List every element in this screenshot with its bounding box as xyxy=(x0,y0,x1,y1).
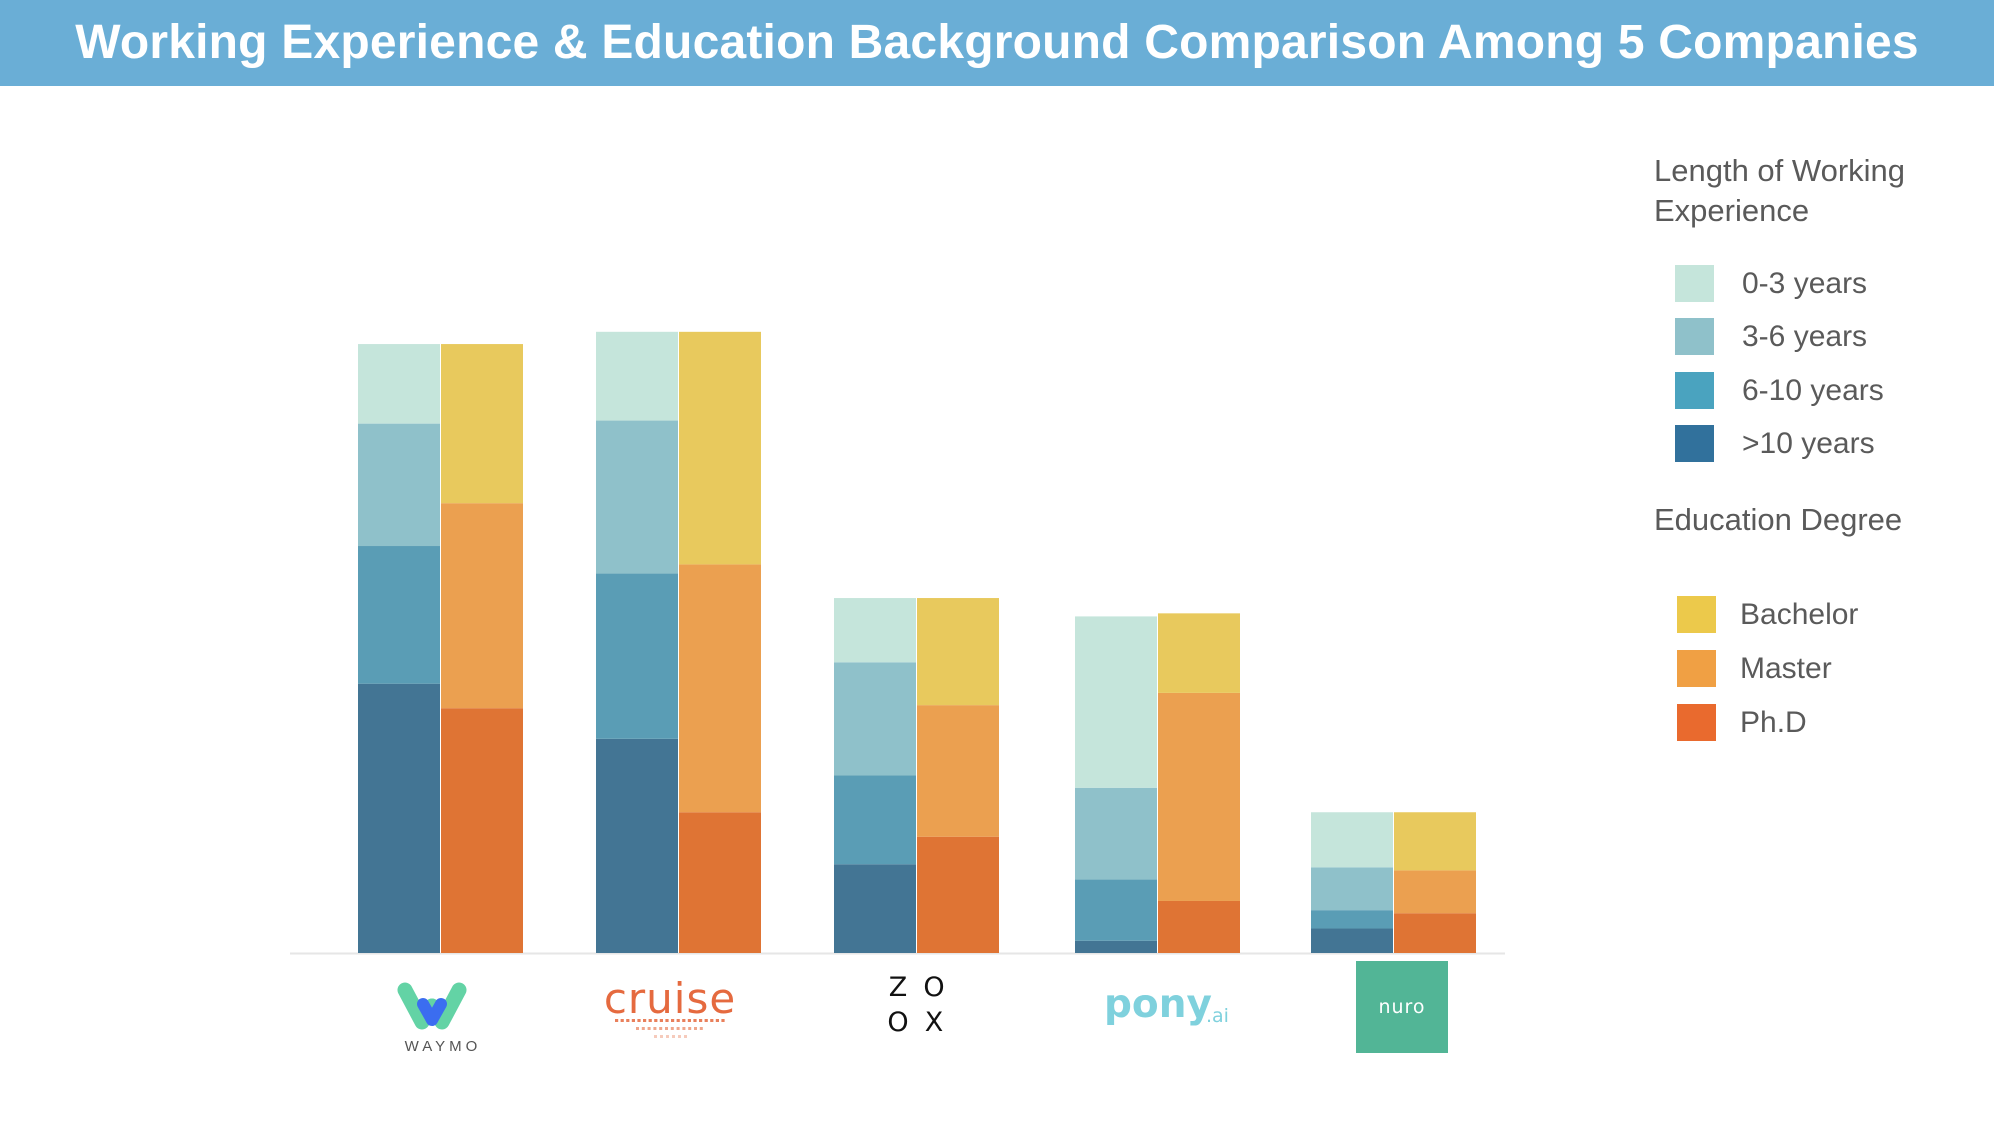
legend-label-gt-10-years: >10 years xyxy=(1742,427,1875,460)
bar-pony-ai-ph-d xyxy=(1158,900,1240,953)
bar-pony-ai-gt10-years xyxy=(1075,940,1157,953)
bar-pony-ai-0-3-years xyxy=(1075,616,1157,788)
cruise-wordmark: cruise xyxy=(604,974,736,1023)
page-title: Working Experience & Education Backgroun… xyxy=(75,16,1919,69)
bar-zoox-ph-d xyxy=(917,836,999,953)
legend-label-3-6-years: 3-6 years xyxy=(1742,320,1868,353)
nuro-wordmark: nuro xyxy=(1378,996,1425,1018)
bar-pony-ai-6-10-years xyxy=(1075,879,1157,941)
bar-nuro-gt10-years xyxy=(1311,928,1393,953)
nuro-logo: nuro xyxy=(1356,961,1448,1053)
zoox-letter: X xyxy=(925,1007,944,1038)
zoox-letter: O xyxy=(923,972,944,1003)
legend-label-6-10-years: 6-10 years xyxy=(1742,374,1884,407)
bar-cruise-6-10-years xyxy=(596,573,678,739)
bar-cruise-0-3-years xyxy=(596,331,678,421)
bar-nuro-bachelor xyxy=(1394,812,1476,871)
cruise-logo: cruise xyxy=(604,974,736,1038)
bar-pony-ai-3-6-years xyxy=(1075,787,1157,880)
zoox-letter: O xyxy=(887,1007,908,1038)
bar-zoox-master xyxy=(917,705,999,837)
legend-swatch-6-10-years xyxy=(1675,372,1714,409)
bar-nuro-3-6-years xyxy=(1311,867,1393,911)
bar-waymo-bachelor xyxy=(441,344,523,504)
bar-nuro-ph-d xyxy=(1394,913,1476,953)
bar-waymo-ph-d xyxy=(441,708,523,953)
bar-waymo-3-6-years xyxy=(358,423,440,547)
legend-experience-title: Length of Working Experience xyxy=(1654,153,1906,228)
legend-swatch-gt-10-years xyxy=(1675,425,1714,462)
legend-label-bachelor: Bachelor xyxy=(1740,598,1859,631)
bar-cruise-3-6-years xyxy=(596,420,678,574)
bar-cruise-master xyxy=(679,564,761,813)
bar-cruise-ph-d xyxy=(679,812,761,953)
legend-label-0-3-years: 0-3 years xyxy=(1742,267,1868,300)
bar-zoox-0-3-years xyxy=(834,598,916,663)
bar-pony-ai-master xyxy=(1158,692,1240,901)
bar-nuro-master xyxy=(1394,870,1476,914)
waymo-wordmark: WAYMO xyxy=(405,1038,482,1055)
bar-zoox-6-10-years xyxy=(834,775,916,865)
legend-swatch-0-3-years xyxy=(1675,265,1714,302)
bar-zoox-gt10-years xyxy=(834,864,916,953)
bar-pony-ai-bachelor xyxy=(1158,613,1240,693)
pony-ai-suffix: .ai xyxy=(1206,1005,1229,1027)
legend-education-title: Education Degree xyxy=(1654,502,1903,537)
nuro-logo-tile xyxy=(1356,961,1448,1053)
bar-zoox-3-6-years xyxy=(834,662,916,776)
bar-waymo-gt10-years xyxy=(358,683,440,953)
legend-swatch-master xyxy=(1677,650,1716,687)
legend-label-phd: Ph.D xyxy=(1740,706,1807,739)
waymo-logo: WAYMO xyxy=(397,982,482,1055)
legend-swatch-bachelor xyxy=(1677,596,1716,633)
bar-nuro-0-3-years xyxy=(1311,812,1393,868)
legend-label-master: Master xyxy=(1740,652,1832,685)
legend-swatch-3-6-years xyxy=(1675,318,1714,355)
title-bar xyxy=(0,0,1994,86)
pony-wordmark: pony xyxy=(1104,982,1212,1027)
bar-waymo-6-10-years xyxy=(358,546,440,684)
pony-ai-logo: pony.ai xyxy=(1104,982,1229,1027)
bar-nuro-6-10-years xyxy=(1311,910,1393,929)
bar-waymo-0-3-years xyxy=(358,344,440,424)
bar-zoox-bachelor xyxy=(917,598,999,706)
bar-cruise-bachelor xyxy=(679,331,761,565)
bar-cruise-gt10-years xyxy=(596,738,678,953)
zoox-letter: Z xyxy=(889,972,908,1003)
zoox-logo: Z OO X xyxy=(887,972,944,1038)
bar-waymo-master xyxy=(441,503,523,709)
legend-swatch-phd xyxy=(1677,704,1716,741)
